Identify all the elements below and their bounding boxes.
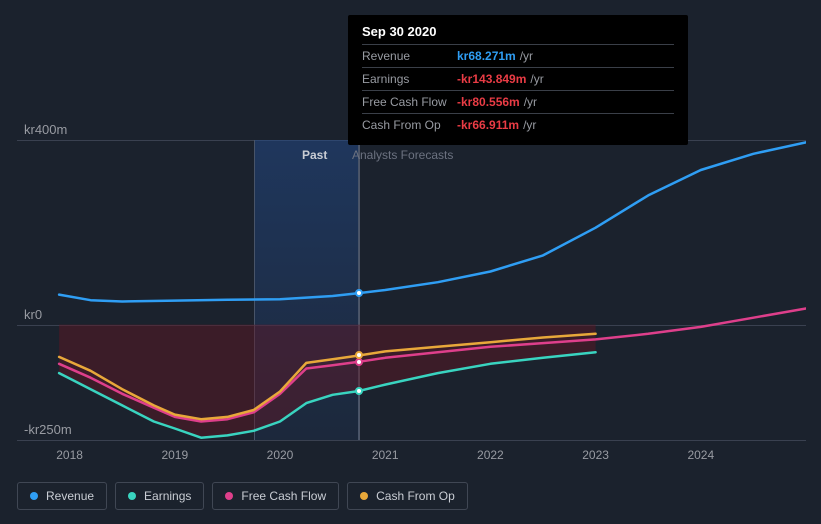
- legend: Revenue Earnings Free Cash Flow Cash From O…: [17, 482, 468, 510]
- legend-label: Earnings: [144, 489, 191, 503]
- tooltip-value: -kr80.556m: [457, 95, 520, 109]
- legend-dot: [225, 492, 233, 500]
- x-tick-label: 2023: [582, 448, 609, 462]
- x-tick-label: 2022: [477, 448, 504, 462]
- x-tick-label: 2024: [687, 448, 714, 462]
- tooltip-row: Cash From Op-kr66.911m/yr: [362, 114, 674, 136]
- tooltip-suffix: /yr: [524, 95, 537, 109]
- legend-label: Cash From Op: [376, 489, 455, 503]
- legend-item-revenue[interactable]: Revenue: [17, 482, 107, 510]
- tooltip-value: -kr66.911m: [457, 118, 519, 132]
- legend-dot: [30, 492, 38, 500]
- tooltip-label: Earnings: [362, 72, 457, 86]
- tooltip-label: Revenue: [362, 49, 457, 63]
- legend-label: Revenue: [46, 489, 94, 503]
- legend-dot: [360, 492, 368, 500]
- tooltip-suffix: /yr: [520, 49, 533, 63]
- tooltip-value: -kr143.849m: [457, 72, 526, 86]
- marker-revenue: [355, 289, 363, 297]
- x-tick-label: 2021: [372, 448, 399, 462]
- tooltip-suffix: /yr: [530, 72, 543, 86]
- financials-chart: Sep 30 2020 Revenuekr68.271m/yrEarnings-…: [0, 0, 821, 524]
- tooltip-row: Earnings-kr143.849m/yr: [362, 68, 674, 91]
- tooltip-date: Sep 30 2020: [362, 24, 674, 45]
- plot-area[interactable]: [17, 140, 806, 440]
- marker-cfo: [355, 351, 363, 359]
- legend-item-cfo[interactable]: Cash From Op: [347, 482, 468, 510]
- tooltip-label: Cash From Op: [362, 118, 457, 132]
- tooltip-row: Free Cash Flow-kr80.556m/yr: [362, 91, 674, 114]
- y-tick-label: kr400m: [24, 122, 67, 137]
- tooltip-label: Free Cash Flow: [362, 95, 457, 109]
- x-axis: 2018 2019 2020 2021 2022 2023 2024: [17, 448, 806, 468]
- legend-dot: [128, 492, 136, 500]
- chart-tooltip: Sep 30 2020 Revenuekr68.271m/yrEarnings-…: [348, 15, 688, 145]
- x-tick-label: 2020: [267, 448, 294, 462]
- x-tick-label: 2018: [56, 448, 83, 462]
- marker-earnings: [355, 387, 363, 395]
- x-tick-label: 2019: [161, 448, 188, 462]
- legend-item-fcf[interactable]: Free Cash Flow: [212, 482, 339, 510]
- tooltip-suffix: /yr: [523, 118, 536, 132]
- legend-label: Free Cash Flow: [241, 489, 326, 503]
- tooltip-row: Revenuekr68.271m/yr: [362, 45, 674, 68]
- grid-line: [17, 440, 806, 441]
- legend-item-earnings[interactable]: Earnings: [115, 482, 204, 510]
- tooltip-value: kr68.271m: [457, 49, 516, 63]
